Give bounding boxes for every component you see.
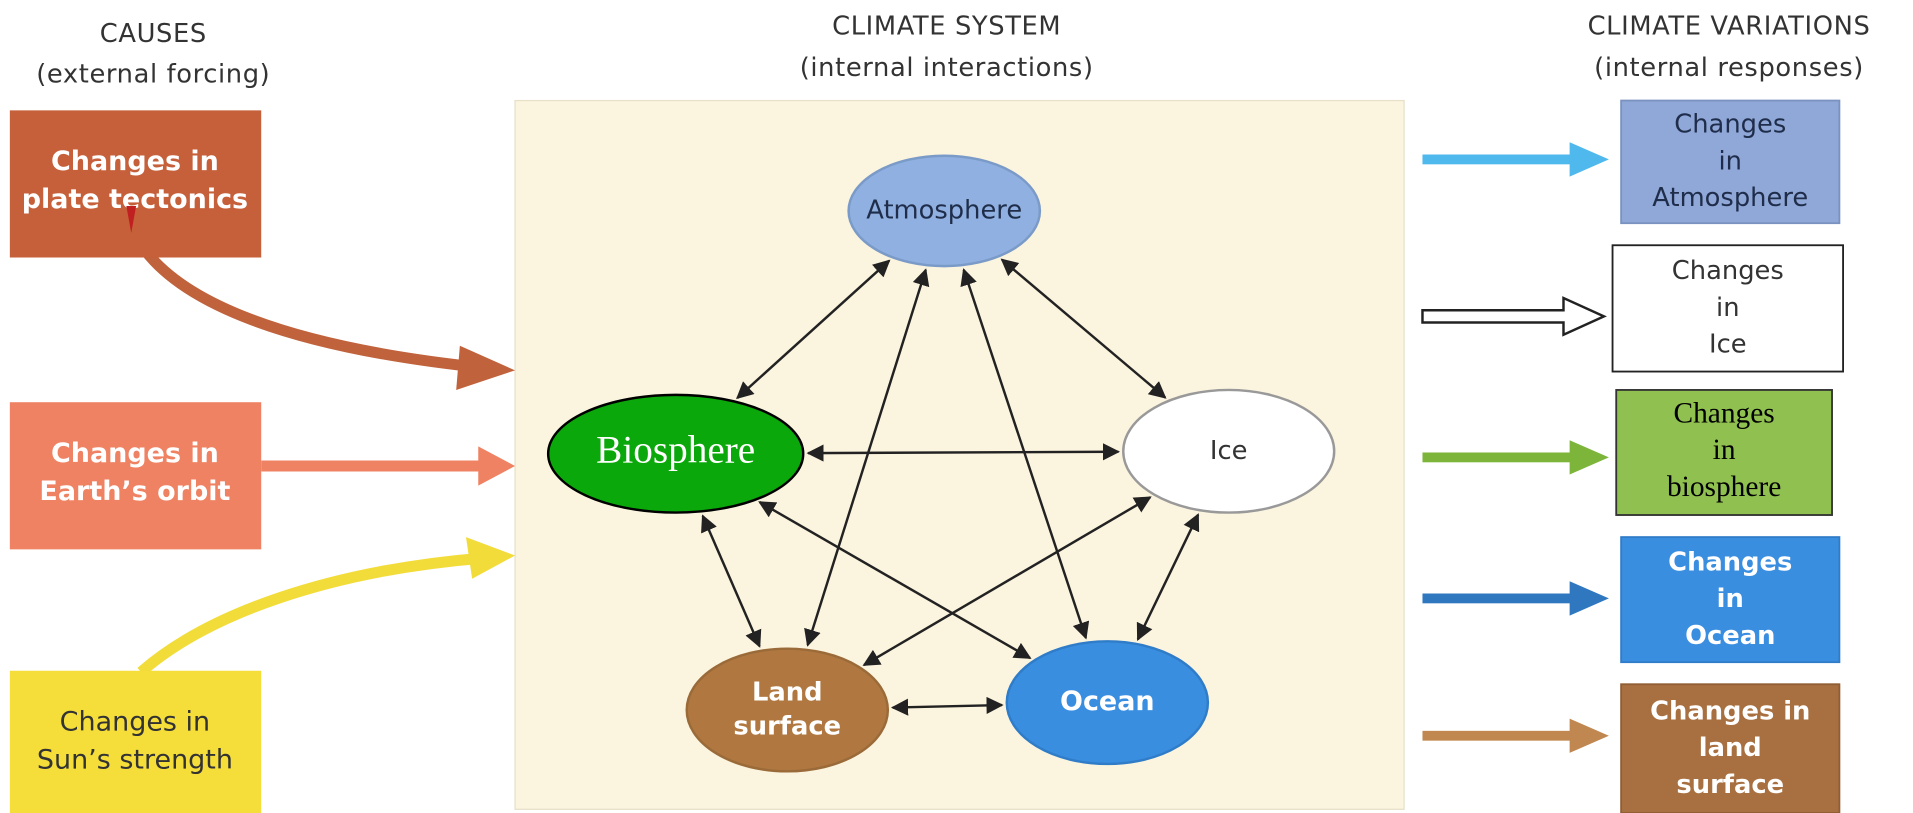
label-line: biosphere: [1667, 471, 1781, 503]
system-title: CLIMATE SYSTEM: [832, 11, 1061, 41]
cause-box: [9, 110, 262, 258]
label-line: Ocean: [1060, 686, 1155, 717]
interaction-arrow: [862, 496, 1152, 667]
cause-box: [9, 670, 262, 813]
label-line: Changes: [1672, 256, 1784, 286]
interaction-arrow: [701, 514, 762, 648]
label-line: Changes: [1674, 110, 1786, 140]
causes-title: CAUSES: [100, 19, 207, 49]
response-box: [1620, 536, 1841, 664]
response-box: [1620, 99, 1841, 225]
label-line: in: [1717, 584, 1744, 614]
label-line: Changes in: [51, 146, 219, 177]
arrow-head: [1569, 142, 1609, 177]
system-node: [1122, 388, 1336, 514]
arrow-head: [466, 537, 516, 579]
response-box: [1620, 683, 1841, 813]
arrow-head: [1569, 581, 1609, 616]
label-line: Changes in: [1650, 696, 1810, 726]
label-line: Earth’s orbit: [39, 476, 230, 507]
label-line: Changes: [1673, 397, 1774, 429]
response-arrow: [1422, 593, 1576, 604]
variations-title: CLIMATE VARIATIONS: [1588, 11, 1871, 41]
label-line: Land: [752, 677, 823, 707]
interaction-arrow: [1136, 513, 1200, 641]
response-arrow: [1422, 730, 1576, 741]
label-line: Changes: [1668, 547, 1792, 577]
variations-subtitle: (internal responses): [1594, 53, 1864, 83]
label-line: Ice: [1210, 436, 1248, 466]
label-line: Atmosphere: [866, 195, 1022, 225]
label-line: Atmosphere: [1652, 183, 1808, 213]
label-line: Ice: [1709, 330, 1747, 360]
label-line: surface: [733, 712, 841, 742]
system-node: [1005, 640, 1210, 766]
arrow-head: [1569, 440, 1609, 475]
response-box: [1611, 244, 1844, 373]
arrow-head: [478, 446, 516, 486]
response-arrow: [1421, 296, 1607, 337]
response-arrow: [1422, 154, 1576, 165]
label-line: Ocean: [1685, 621, 1775, 651]
label-line: Changes in: [60, 706, 210, 737]
response-arrow: [1422, 452, 1576, 463]
arrow-head: [1569, 718, 1609, 753]
drip: [126, 206, 137, 233]
label-line: Changes in: [51, 438, 219, 469]
cause-box: [9, 402, 262, 550]
interaction-arrows: [701, 258, 1200, 716]
label-line: land: [1699, 733, 1762, 763]
label-line: Biosphere: [596, 429, 755, 472]
system-subtitle: (internal interactions): [800, 53, 1094, 83]
cause-arrow: [137, 552, 485, 677]
arrow-head: [456, 345, 516, 390]
system-node: [546, 393, 805, 514]
label-line: surface: [1676, 770, 1784, 800]
response-box: [1615, 389, 1833, 516]
label-line: in: [1719, 146, 1742, 176]
label-line: in: [1716, 293, 1739, 323]
system-node: [685, 647, 890, 773]
interaction-arrow: [890, 696, 1004, 716]
system-node: [847, 154, 1042, 268]
causes-subtitle: (external forcing): [36, 59, 270, 89]
label-line: Sun’s strength: [37, 744, 233, 775]
label-line: in: [1713, 434, 1736, 466]
interaction-arrow: [806, 443, 1121, 462]
